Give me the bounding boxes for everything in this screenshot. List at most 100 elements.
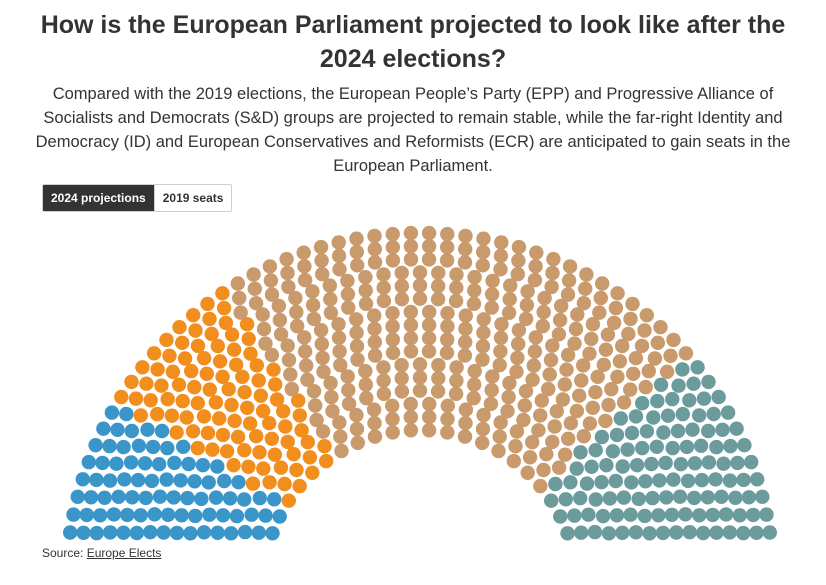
seat-dot[interactable]: [646, 410, 661, 425]
seat-dot[interactable]: [288, 290, 303, 306]
seat-dot[interactable]: [483, 396, 499, 412]
seat-dot[interactable]: [594, 429, 610, 445]
seat-dot[interactable]: [560, 347, 576, 363]
seat-dot[interactable]: [224, 327, 240, 342]
seat-dot[interactable]: [670, 423, 686, 439]
seat-dot[interactable]: [297, 272, 313, 288]
seat-dot[interactable]: [458, 415, 473, 431]
seat-dot[interactable]: [305, 297, 321, 313]
seat-dot[interactable]: [412, 265, 428, 280]
seat-dot[interactable]: [576, 429, 591, 444]
seat-dot[interactable]: [280, 265, 295, 281]
seat-dot[interactable]: [553, 509, 568, 524]
seat-dot[interactable]: [440, 398, 455, 413]
seat-dot[interactable]: [431, 265, 446, 281]
seat-dot[interactable]: [609, 508, 625, 523]
seat-dot[interactable]: [367, 348, 383, 363]
seat-dot[interactable]: [394, 265, 409, 281]
seat-dot[interactable]: [678, 507, 693, 522]
seat-dot[interactable]: [673, 457, 689, 472]
seat-dot[interactable]: [258, 336, 273, 351]
seat-dot[interactable]: [525, 434, 540, 450]
seat-dot[interactable]: [431, 371, 446, 386]
seat-dot[interactable]: [493, 344, 508, 359]
seat-dot[interactable]: [256, 321, 272, 337]
seat-dot[interactable]: [511, 323, 527, 338]
seat-dot[interactable]: [160, 391, 175, 407]
seat-dot[interactable]: [150, 362, 165, 377]
seat-dot[interactable]: [449, 280, 464, 295]
seat-dot[interactable]: [367, 335, 382, 350]
seat-dot[interactable]: [152, 489, 168, 504]
seat-dot[interactable]: [297, 330, 312, 345]
seat-dot[interactable]: [485, 273, 500, 289]
seat-dot[interactable]: [544, 279, 559, 295]
seat-dot[interactable]: [266, 362, 281, 377]
seat-dot[interactable]: [585, 400, 600, 415]
seat-dot[interactable]: [467, 377, 482, 392]
seat-dot[interactable]: [525, 372, 540, 387]
seat-dot[interactable]: [718, 507, 734, 522]
seat-dot[interactable]: [484, 382, 499, 398]
seat-dot[interactable]: [536, 462, 551, 478]
seat-dot[interactable]: [331, 330, 347, 345]
seat-dot[interactable]: [601, 526, 617, 541]
seat-dot[interactable]: [675, 362, 690, 377]
seat-dot[interactable]: [262, 416, 277, 431]
seat-dot[interactable]: [458, 241, 473, 257]
seat-dot[interactable]: [561, 273, 577, 288]
seat-dot[interactable]: [146, 346, 162, 361]
seat-dot[interactable]: [358, 270, 373, 285]
seat-dot[interactable]: [638, 379, 653, 395]
seat-dot[interactable]: [610, 286, 625, 301]
seat-dot[interactable]: [349, 312, 364, 327]
seat-dot[interactable]: [615, 338, 630, 354]
seat-dot[interactable]: [612, 354, 628, 369]
seat-dot[interactable]: [516, 412, 531, 428]
seat-dot[interactable]: [164, 408, 180, 423]
seat-dot[interactable]: [93, 508, 108, 523]
seat-dot[interactable]: [169, 525, 185, 541]
seat-dot[interactable]: [666, 472, 681, 487]
seat-dot[interactable]: [230, 276, 245, 291]
seat-dot[interactable]: [292, 408, 307, 423]
seat-dot[interactable]: [549, 404, 564, 419]
seat-dot[interactable]: [545, 265, 560, 281]
seat-dot[interactable]: [367, 308, 382, 323]
seat-dot[interactable]: [366, 402, 382, 417]
seat-dot[interactable]: [584, 331, 599, 347]
seat-dot[interactable]: [169, 425, 184, 440]
seat-dot[interactable]: [226, 458, 241, 473]
seat-dot[interactable]: [174, 508, 189, 523]
seat-dot[interactable]: [291, 393, 306, 408]
seat-dot[interactable]: [519, 297, 535, 313]
seat-dot[interactable]: [555, 392, 571, 407]
seat-dot[interactable]: [171, 377, 187, 392]
seat-dot[interactable]: [349, 325, 364, 340]
seat-dot[interactable]: [251, 525, 266, 540]
seat-dot[interactable]: [599, 458, 614, 473]
seat-dot[interactable]: [720, 405, 736, 420]
seat-dot[interactable]: [466, 296, 482, 311]
seat-dot[interactable]: [576, 296, 592, 311]
seat-dot[interactable]: [518, 311, 534, 327]
seat-dot[interactable]: [188, 508, 203, 524]
seat-dot[interactable]: [135, 360, 150, 375]
seat-dot[interactable]: [671, 378, 686, 393]
seat-dot[interactable]: [237, 524, 253, 540]
seat-dot[interactable]: [431, 357, 446, 373]
seat-dot[interactable]: [271, 298, 286, 314]
seat-dot[interactable]: [241, 459, 256, 474]
seat-dot[interactable]: [535, 318, 550, 334]
seat-dot[interactable]: [403, 304, 418, 320]
seat-dot[interactable]: [297, 259, 312, 274]
seat-dot[interactable]: [246, 267, 261, 282]
seat-dot[interactable]: [749, 525, 764, 540]
seat-dot[interactable]: [700, 490, 715, 505]
seat-dot[interactable]: [140, 422, 155, 437]
seat-dot[interactable]: [692, 508, 707, 523]
seat-dot[interactable]: [551, 460, 567, 475]
seat-dot[interactable]: [578, 281, 593, 296]
seat-dot[interactable]: [631, 491, 646, 507]
seat-dot[interactable]: [493, 248, 509, 264]
